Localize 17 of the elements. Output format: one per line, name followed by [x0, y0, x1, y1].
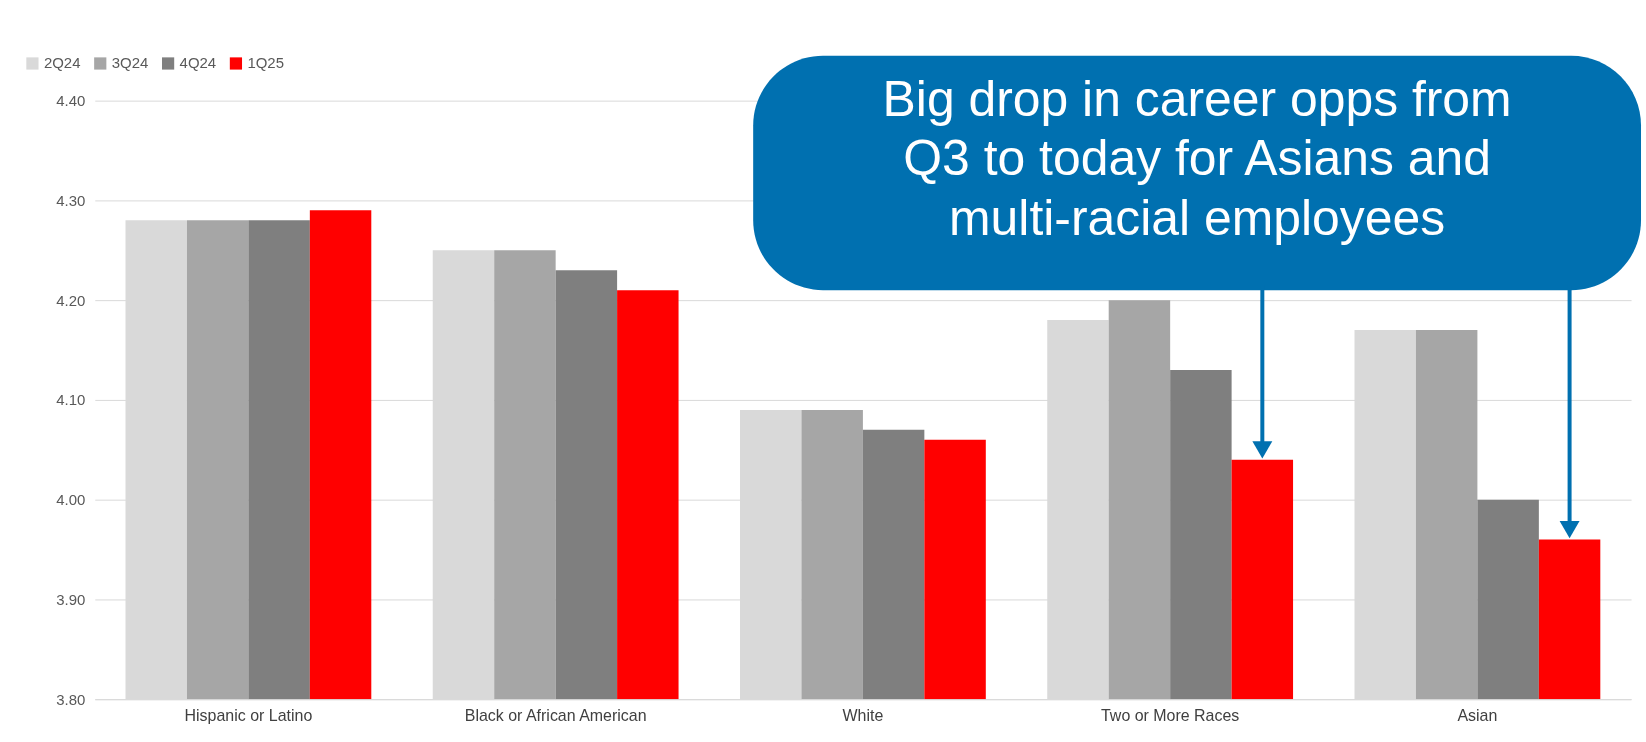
- legend-label: 4Q24: [179, 54, 217, 72]
- x-tick-label: Two or More Races: [1101, 706, 1240, 724]
- x-tick-label: White: [842, 706, 884, 724]
- y-tick-label: 4.00: [56, 491, 86, 509]
- annotation: Big drop in career opps from Q3 to today for Asians and multi-racial employees: [882, 70, 1512, 247]
- y-tick-label: 3.80: [56, 690, 86, 708]
- legend-label: 3Q24: [111, 54, 149, 72]
- x-tick-label: Black or African American: [464, 706, 647, 724]
- legend-label: 2Q24: [43, 54, 81, 72]
- y-tick-label: 4.40: [56, 92, 86, 110]
- legend-label: 1Q25: [247, 54, 284, 72]
- y-tick-label: 4.30: [56, 191, 86, 209]
- x-tick-label: Hispanic or Latino: [184, 706, 313, 724]
- y-tick-label: 4.20: [56, 291, 86, 309]
- y-tick-label: 3.90: [56, 590, 86, 608]
- x-tick-label: Asian: [1457, 706, 1498, 724]
- y-tick-label: 4.10: [56, 391, 86, 409]
